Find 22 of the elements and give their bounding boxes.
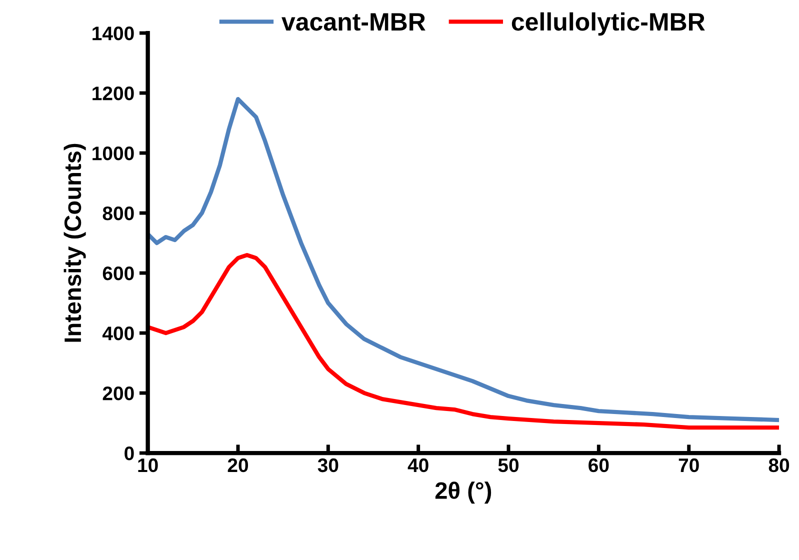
y-axis-title: Intensity (Counts)	[64, 144, 86, 342]
x-tick-label: 20	[228, 458, 248, 472]
y-tick-label: 1200	[92, 86, 134, 100]
y-tick-label: 400	[102, 326, 134, 340]
x-tick-label: 60	[588, 458, 609, 472]
y-tick-label: 600	[102, 266, 134, 280]
y-tick-label: 1400	[92, 26, 134, 40]
x-tick-label: 40	[408, 458, 428, 472]
x-axis-title: 2θ (°)	[435, 482, 492, 504]
y-tick-label: 200	[102, 386, 134, 400]
x-tick-label: 80	[768, 458, 790, 472]
line-series	[148, 96, 780, 422]
y-tick-label: 0	[124, 446, 134, 460]
x-tick-label: 30	[318, 458, 338, 472]
legend-label: cellulolytic-MBR	[512, 12, 705, 36]
legend-label: vacant-MBR	[282, 13, 426, 31]
x-tick-label: 70	[678, 458, 699, 472]
y-tick-label: 800	[102, 206, 134, 220]
y-tick-label: 1000	[92, 146, 134, 160]
x-tick-label: 10	[138, 458, 158, 472]
line-series	[148, 252, 780, 430]
x-tick-label: 50	[498, 458, 519, 472]
